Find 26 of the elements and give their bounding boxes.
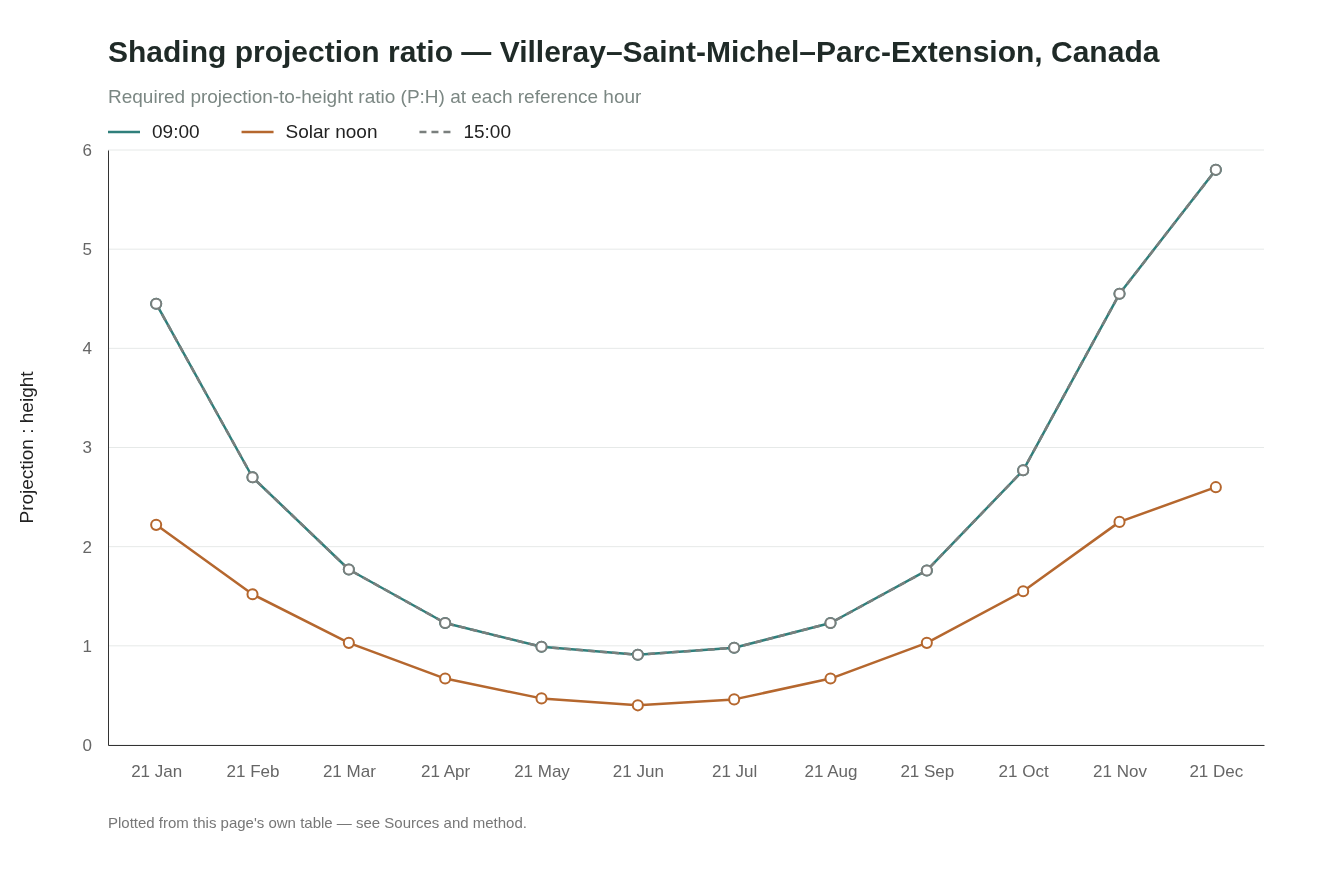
y-tick-label: 3 bbox=[82, 438, 92, 458]
x-tick-label: 21 Nov bbox=[1093, 762, 1148, 782]
x-tick-label: 21 Sep bbox=[900, 762, 955, 782]
y-axis-title: Projection : height bbox=[16, 370, 37, 524]
x-tick-label: 21 Oct bbox=[998, 762, 1049, 782]
y-tick-label: 0 bbox=[82, 735, 92, 755]
chart-subtitle: Required projection-to-height ratio (P:H) at each reference hour bbox=[108, 86, 643, 107]
y-tick-label: 6 bbox=[82, 140, 92, 160]
legend-label: Solar noon bbox=[285, 121, 378, 142]
chart-title: Shading projection ratio — Villeray–Saint-Michel–Parc-Extension, Canada bbox=[108, 35, 1160, 68]
x-tick-label: 21 Jul bbox=[711, 762, 758, 782]
x-tick-label: 21 Jan bbox=[131, 762, 183, 782]
y-tick-label: 4 bbox=[82, 339, 92, 359]
legend-label: 09:00 bbox=[152, 121, 200, 142]
legend-label: 15:00 bbox=[463, 121, 511, 142]
x-tick-label: 21 Apr bbox=[421, 762, 471, 782]
y-tick-label: 2 bbox=[82, 537, 92, 557]
x-tick-label: 21 Aug bbox=[804, 762, 858, 782]
x-tick-label: 21 Dec bbox=[1189, 762, 1244, 782]
x-tick-label: 21 Mar bbox=[322, 762, 377, 782]
x-tick-label: 21 Jun bbox=[612, 762, 664, 782]
text: Plotted from this page's own table — see Sources and method. bbox=[108, 814, 527, 831]
y-tick-label: 1 bbox=[82, 636, 92, 656]
x-tick-label: 21 Feb bbox=[226, 762, 280, 782]
y-tick-label: 5 bbox=[82, 240, 92, 260]
x-tick-label: 21 May bbox=[514, 762, 571, 782]
